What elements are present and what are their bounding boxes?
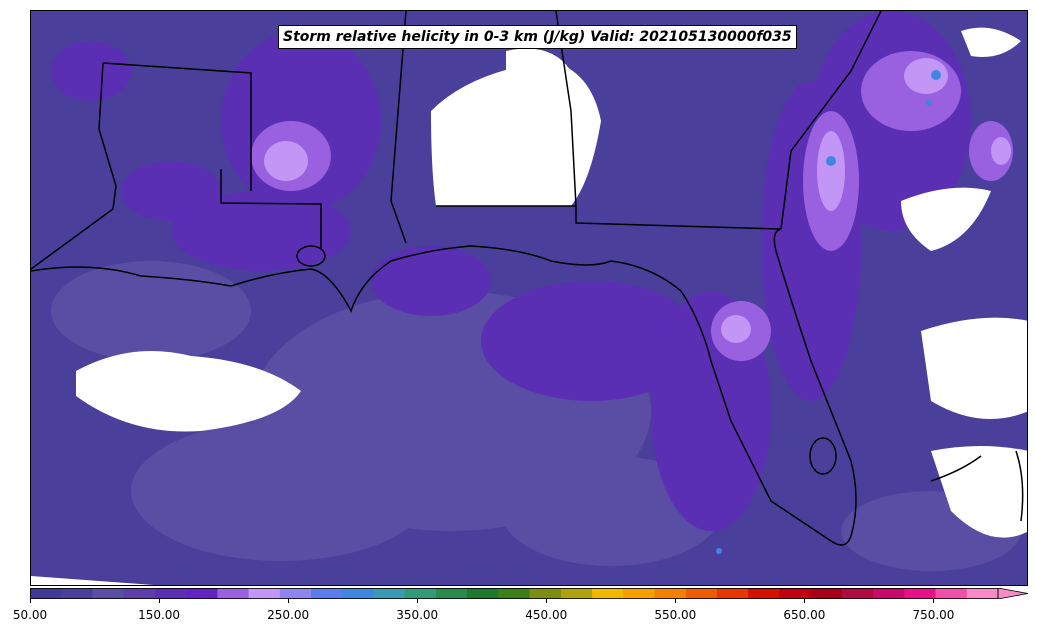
colorbar-segment (154, 588, 187, 599)
colorbar-tick-label: 350.00 (396, 608, 439, 622)
colorbar-segment (373, 588, 406, 599)
peak-helicity-regions (264, 58, 1011, 343)
colorbar-tick-label: 150.00 (138, 608, 181, 622)
colorbar-segment (935, 588, 968, 599)
colorbar-segment (810, 588, 843, 599)
colorbar-segment (467, 588, 499, 599)
colorbar-segment (873, 588, 905, 599)
colorbar-segment (311, 588, 343, 599)
colorbar-tick-label: 450.00 (525, 608, 568, 622)
helicity-field (31, 11, 1027, 585)
colorbar-segment (779, 588, 812, 599)
colorbar (30, 588, 1028, 599)
colorbar-tick-mark (288, 598, 290, 603)
colorbar-tick-mark (546, 598, 548, 603)
colorbar-segment (61, 588, 93, 599)
colorbar-tick-label: 550.00 (654, 608, 697, 622)
missing-data-regions (31, 27, 1027, 585)
colorbar-tick-mark (30, 598, 31, 603)
colorbar-segment (342, 588, 374, 599)
colorbar-tick-label: 750.00 (912, 608, 955, 622)
colorbar-segment (748, 588, 780, 599)
colorbar-outline (30, 588, 999, 599)
colorbar-tick-label: 250.00 (267, 608, 310, 622)
colorbar-segment (841, 588, 874, 599)
coastlines-and-borders (31, 11, 1024, 546)
colorbar-segment (685, 588, 718, 599)
colorbar-tick-mark (417, 598, 419, 603)
colorbar-tick-mark (933, 598, 935, 603)
colorbar-tick-label: 50.00 (12, 608, 48, 622)
colorbar-tick-mark (159, 598, 161, 603)
colorbar-ticks: 50.00 150.00 250.00 350.00 450.00 550.00 650.0… (0, 598, 1037, 628)
colorbar-segment (123, 588, 156, 599)
colorbar-tick-mark (675, 598, 677, 603)
colorbar-segment (30, 588, 62, 599)
colorbar-segment (404, 588, 437, 599)
colorbar-segment (654, 588, 687, 599)
colorbar-segment (623, 588, 656, 599)
colorbar-segment (529, 588, 562, 599)
colorbar-segment (92, 588, 125, 599)
colorbar-segment (435, 588, 468, 599)
colorbar-segment (966, 588, 999, 599)
colorbar-segment (498, 588, 531, 599)
colorbar-tick-label: 650.00 (783, 608, 826, 622)
colorbar-segment (186, 588, 218, 599)
colorbar-tick-mark (804, 598, 806, 603)
colorbar-segment (248, 588, 281, 599)
map-panel[interactable]: Storm relative helicity in 0-3 km (J/kg)… (30, 10, 1028, 586)
colorbar-segment (716, 588, 749, 599)
colorbar-segment (560, 588, 593, 599)
colorbar-segment (279, 588, 312, 599)
colorbar-segment (217, 588, 250, 599)
colorbar-segment (592, 588, 624, 599)
map-title: Storm relative helicity in 0-3 km (J/kg)… (278, 25, 797, 49)
colorbar-segment (904, 588, 937, 599)
extreme-helicity-spots (716, 70, 941, 554)
